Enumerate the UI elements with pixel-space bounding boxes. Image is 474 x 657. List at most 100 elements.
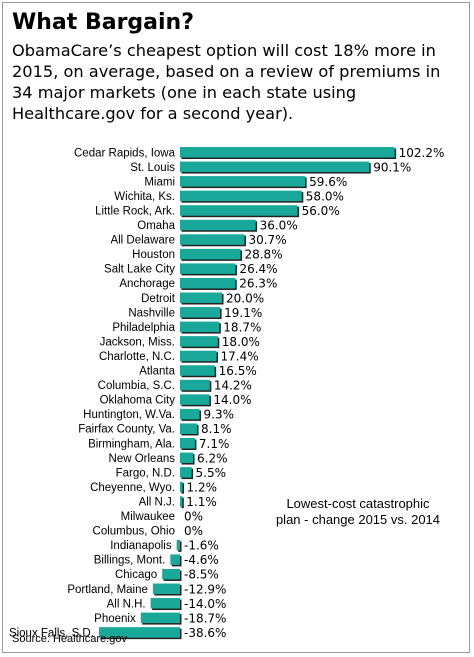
value-label: -14.0% [184, 597, 226, 611]
category-label: Fairfax County, Va. [78, 424, 175, 436]
category-label: Anchorage [119, 278, 175, 290]
value-label: 5.5% [196, 466, 227, 480]
bar [152, 583, 180, 594]
chart-annotation-line-1: Lowest-cost catastrophic [286, 496, 430, 511]
bar-shadow [181, 497, 184, 509]
category-label: Omaha [137, 220, 175, 232]
source-note: Source: Healthcare.gov [12, 633, 127, 645]
value-label: -1.6% [184, 539, 219, 553]
bar [140, 612, 180, 624]
value-label: 26.3% [239, 277, 277, 291]
value-label: 58.0% [306, 189, 344, 203]
category-label: Atlanta [139, 366, 175, 378]
category-label: Little Rock, Ark. [95, 205, 175, 217]
category-label: Indianapolis [110, 540, 172, 552]
value-label: 59.6% [309, 175, 347, 189]
value-label: 14.0% [213, 393, 251, 407]
bar [180, 350, 217, 362]
category-label: New Orleans [109, 453, 176, 465]
value-label: 8.1% [201, 422, 232, 436]
bar [180, 452, 194, 464]
category-label: Detroit [141, 293, 176, 305]
category-label: All N.H. [107, 598, 146, 610]
bar [180, 379, 210, 391]
bar [180, 467, 192, 478]
value-label: 7.1% [199, 437, 230, 451]
value-label: 0% [184, 510, 203, 524]
category-label: Houston [132, 249, 175, 261]
category-label: Miami [144, 176, 175, 188]
value-label: -8.5% [184, 568, 219, 582]
category-label: Sioux Falls, S.D. [9, 627, 94, 639]
value-label: 19.1% [224, 306, 262, 320]
bar [162, 568, 180, 580]
category-label: Cheyenne, Wyo. [90, 482, 175, 494]
chart-title: What Bargain? [12, 10, 194, 35]
value-label: 18.0% [222, 335, 260, 349]
category-label: St. Louis [130, 162, 175, 174]
bar [180, 292, 222, 303]
category-label: Milwaukee [121, 511, 175, 523]
value-label: 20.0% [226, 291, 264, 305]
category-label: Columbus, Ohio [93, 526, 175, 538]
bar [180, 481, 183, 493]
bar [180, 219, 256, 231]
bar [180, 176, 306, 187]
value-label: 1.2% [187, 480, 218, 494]
bar [180, 336, 218, 347]
category-label: Jackson, Miss. [100, 336, 175, 348]
bar [180, 423, 198, 434]
value-label: 102.2% [399, 146, 445, 160]
value-label: 1.1% [186, 495, 217, 509]
category-label: Birmingham, Ala. [88, 438, 175, 450]
category-label: Columbia, S.C. [98, 380, 175, 392]
bar [180, 248, 241, 260]
value-label: 9.3% [204, 408, 235, 422]
chart-annotation-line-2: plan - change 2015 vs. 2014 [276, 512, 440, 527]
value-label: 18.7% [223, 320, 261, 334]
category-label: Charlotte, N.C. [99, 351, 175, 363]
value-label: -18.7% [184, 611, 226, 625]
value-label: 0% [184, 524, 203, 538]
value-label: 36.0% [260, 219, 298, 233]
category-label: Nashville [128, 307, 175, 319]
category-label: Phoenix [94, 613, 136, 625]
category-label: All Delaware [110, 235, 175, 247]
bar [180, 263, 236, 274]
graphic-frame [2, 2, 470, 653]
category-label: Fargo, N.D. [116, 467, 175, 479]
value-label: 56.0% [302, 204, 340, 218]
value-label: 90.1% [373, 160, 411, 174]
category-label: Oklahoma City [100, 395, 176, 407]
bar [180, 307, 221, 318]
bar-shadow [181, 483, 185, 494]
value-label: 6.2% [197, 451, 228, 465]
bar [180, 234, 245, 245]
category-label: Billings, Mont. [94, 555, 166, 567]
value-label: 26.4% [239, 262, 277, 276]
category-label: Philadelphia [112, 322, 175, 334]
category-label: Chicago [115, 569, 157, 581]
bar [180, 205, 298, 216]
category-label: Wichita, Ks. [114, 191, 175, 203]
chart-subtitle: ObamaCare’s cheapest option will cost 18… [12, 41, 441, 123]
value-label: -4.6% [184, 553, 219, 567]
category-label: Cedar Rapids, Iowa [74, 147, 176, 159]
category-label: Salt Lake City [104, 264, 175, 276]
value-label: -12.9% [184, 582, 226, 596]
bar [180, 438, 195, 449]
category-label: Portland, Maine [67, 584, 148, 596]
value-label: 30.7% [248, 233, 286, 247]
bar [180, 147, 395, 158]
category-label: Huntington, W.Va. [83, 409, 175, 421]
bar [176, 539, 180, 551]
bar [180, 321, 220, 333]
bar [180, 496, 183, 507]
value-label: -38.6% [184, 626, 226, 640]
bar [180, 394, 210, 405]
bar [180, 365, 215, 376]
value-label: 14.2% [214, 379, 252, 393]
bar [180, 277, 236, 289]
value-label: 28.8% [244, 248, 282, 262]
